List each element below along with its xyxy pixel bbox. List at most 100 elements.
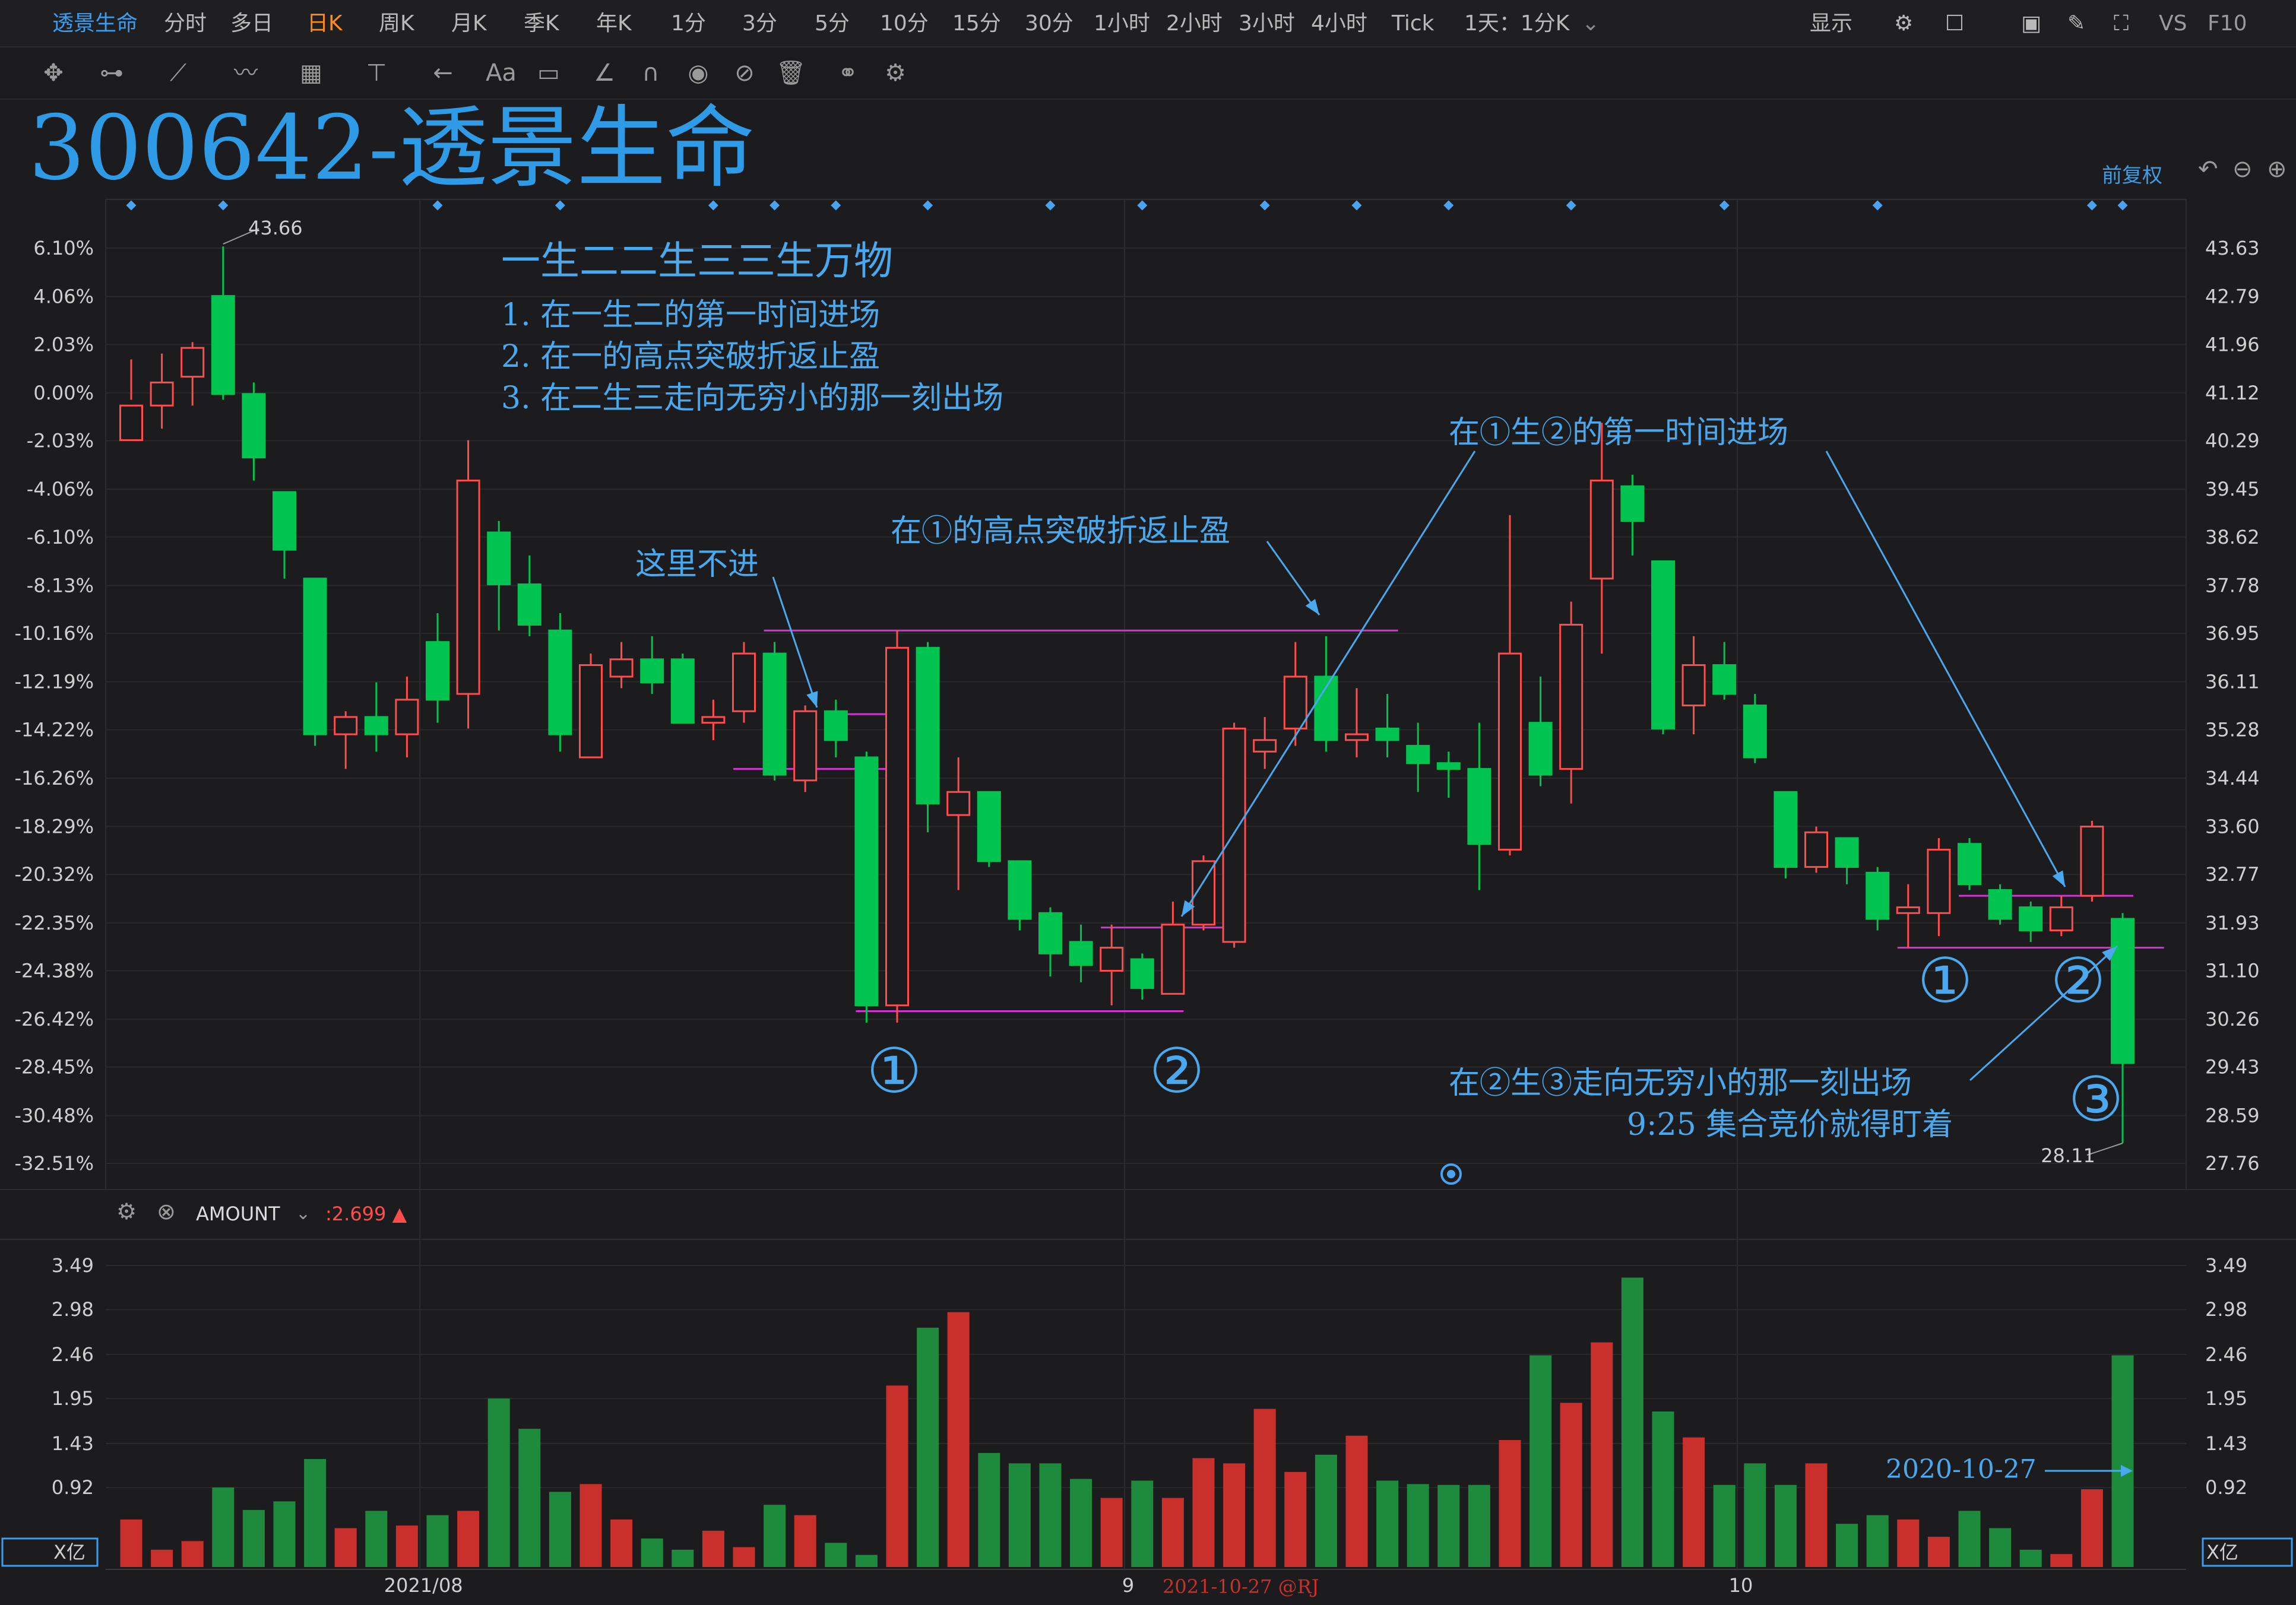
date-annotation: 2020-10-27 [1886,1454,2037,1485]
candle-body [1620,485,1645,522]
tab-weekly-k[interactable]: 周K [379,11,414,36]
settings-icon[interactable]: ⚙ [885,59,906,87]
arrow-tool-icon[interactable]: ← [433,59,453,87]
tab-4hour[interactable]: 4小时 [1311,11,1367,36]
annotation-arrowhead [806,691,818,708]
candle [2049,896,2073,937]
anchor-tool-icon[interactable]: ⊤ [366,59,387,87]
candle-body [1835,837,1859,868]
amount-bar [978,1452,1000,1567]
adjust-mode-button[interactable]: 前复权 [2102,164,2162,188]
candle-body [1100,947,1124,972]
tab-30min[interactable]: 30分 [1025,11,1073,36]
candle [1774,791,1798,879]
pen-icon[interactable]: ✎ [2067,11,2086,36]
amount-bars[interactable]: AMOUNT ⚙ ⊗ ⌄:2.699 ▲ 3.49 3.49 2.98 2.98 2.46 2.4… [1,1198,2293,1598]
candle [1927,838,1951,937]
tab-3min[interactable]: 3分 [742,11,777,36]
comment-icon[interactable]: ▭ [537,59,560,87]
candlesticks[interactable] [119,246,2135,1143]
candle [1467,722,1491,890]
candle [762,642,787,781]
y-tick-label-right: 30.26 [2205,1008,2260,1030]
magnet-icon[interactable]: ∩ [642,59,660,87]
reset-icon[interactable]: ↶ [2198,156,2218,183]
tab-2hour[interactable]: 2小时 [1166,11,1223,36]
tab-daily-k[interactable]: 日K [307,11,343,36]
amount-bar [1713,1485,1736,1567]
amount-bar [334,1528,357,1567]
candle-body [1712,664,1737,695]
window-icon[interactable]: ☐ [1945,11,1965,36]
amount-bar [549,1492,571,1567]
amount-bar [2111,1355,2134,1567]
tab-yearly-k[interactable]: 年K [596,11,632,36]
compare-button[interactable]: VS [2159,11,2187,36]
y-tick-label-left: -26.42% [14,1008,94,1030]
circled-number: ② [2050,944,2105,1017]
candle-body [2049,906,2073,931]
tab-intraday[interactable]: 分时 [164,11,207,36]
event-marker [126,200,137,211]
zoom-out-icon[interactable]: ⊖ [2232,156,2253,183]
wave-tool-icon[interactable]: 〰 [234,59,258,87]
tab-10min[interactable]: 10分 [880,11,929,36]
candle [1681,636,1706,735]
zoom-in-icon[interactable]: ⊕ [2267,156,2287,183]
amount-bar [794,1515,816,1567]
candle-body [211,295,235,395]
chevron-down-icon[interactable]: ⌄ [1582,11,1600,36]
amount-bar [304,1459,327,1567]
segment-tool-icon[interactable]: ⊶ [100,59,123,87]
tab-quarterly-k[interactable]: 季K [524,11,559,36]
annotation-exit-note: 9:25 集合竞价就得盯着 [1627,1107,1953,1143]
period-selector[interactable]: 1天：1分K [1464,11,1570,36]
amount-bar [1407,1484,1429,1567]
y-tick-label-right: 36.95 [2205,622,2260,645]
candle-body [517,583,541,626]
tab-1min[interactable]: 1分 [671,11,706,36]
candle-body [119,404,143,442]
hide-icon[interactable]: ⊘ [734,59,755,87]
angle-icon[interactable]: ∠ [594,59,615,87]
tab-multiday[interactable]: 多日 [230,11,274,36]
move-icon[interactable]: ✥ [43,59,64,87]
display-menu[interactable]: 显示 [1810,11,1853,36]
y-tick-label-left: -22.35% [14,912,94,934]
f10-button[interactable]: F10 [2208,11,2247,36]
y-tick-label-right: 27.76 [2205,1152,2260,1175]
amount-bar [1927,1537,1950,1567]
tab-3hour[interactable]: 3小时 [1239,11,1295,36]
candle-body [2111,918,2135,1064]
fullscreen-icon[interactable]: ⛶ [2114,11,2129,36]
tab-15min[interactable]: 15分 [952,11,1001,36]
ray-tool-icon[interactable]: ⟋ [170,59,186,87]
candle [916,642,940,833]
link-icon[interactable]: ⚭ [838,59,858,87]
amount-bar [181,1541,204,1567]
candle-body [670,658,695,724]
y-tick-label-right: 41.96 [2205,333,2260,356]
tab-tick[interactable]: Tick [1392,11,1434,36]
vol-y-tick-right: 0.92 [2205,1476,2247,1499]
settings-icon[interactable]: ⚙ [1894,11,1914,36]
text-tool-icon[interactable]: Aa [486,59,517,87]
candle-body [1467,767,1491,845]
candle-body [1651,560,1675,729]
grid [0,199,2296,1570]
annotation-exit: 在②生③走向无穷小的那一刻出场 [1449,1065,1912,1101]
trash-icon[interactable]: 🗑 [775,59,806,87]
camera-icon[interactable]: ▣ [2021,11,2042,36]
candle-body [2080,826,2104,897]
candle-body [242,393,266,459]
eye-icon[interactable]: ◉ [688,59,709,87]
symbol-tab[interactable]: 透景生命 [52,11,138,36]
tab-1hour[interactable]: 1小时 [1094,11,1150,36]
y-tick-label-left: -28.45% [14,1056,94,1079]
fib-tool-icon[interactable]: ▦ [300,59,322,87]
page-title: 300642-透景生命 [28,97,755,200]
tab-monthly-k[interactable]: 月K [451,11,487,36]
tab-5min[interactable]: 5分 [815,11,850,36]
amount-bar [395,1525,418,1567]
